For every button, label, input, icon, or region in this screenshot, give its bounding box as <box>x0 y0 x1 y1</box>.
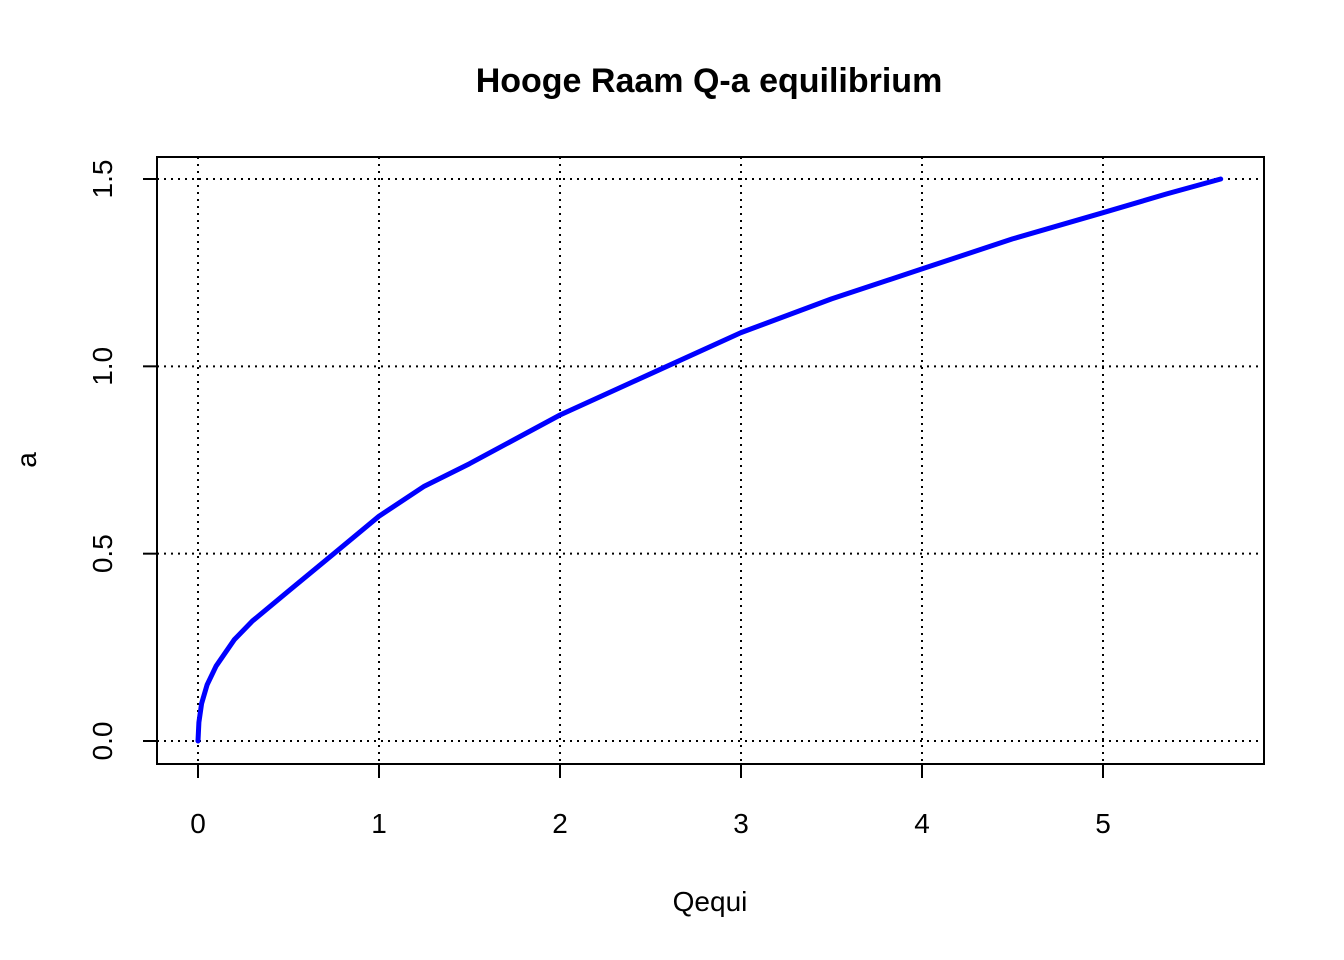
x-tick-label: 4 <box>914 808 930 839</box>
y-tick-label: 1.0 <box>87 347 118 386</box>
x-tick-label: 1 <box>371 808 387 839</box>
chart-title: Hooge Raam Q-a equilibrium <box>476 62 943 100</box>
x-tick-label: 2 <box>552 808 568 839</box>
x-axis-label: Qequi <box>673 886 748 917</box>
series-line-0 <box>195 176 1224 744</box>
y-tick-label: 0.5 <box>87 534 118 573</box>
y-tick-label: 1.5 <box>87 160 118 199</box>
x-tick-label: 3 <box>733 808 749 839</box>
plot-frame <box>156 156 1265 765</box>
series-layer <box>195 176 1224 744</box>
y-axis: 0.0 0.5 1.0 1.5 <box>87 160 157 761</box>
x-tick-label: 0 <box>190 808 206 839</box>
y-axis-label: a <box>11 452 42 468</box>
x-tick-label: 5 <box>1095 808 1111 839</box>
y-tick-label: 0.0 <box>87 722 118 761</box>
x-axis: 0 1 2 3 4 5 <box>190 764 1111 839</box>
grid <box>157 157 1264 764</box>
